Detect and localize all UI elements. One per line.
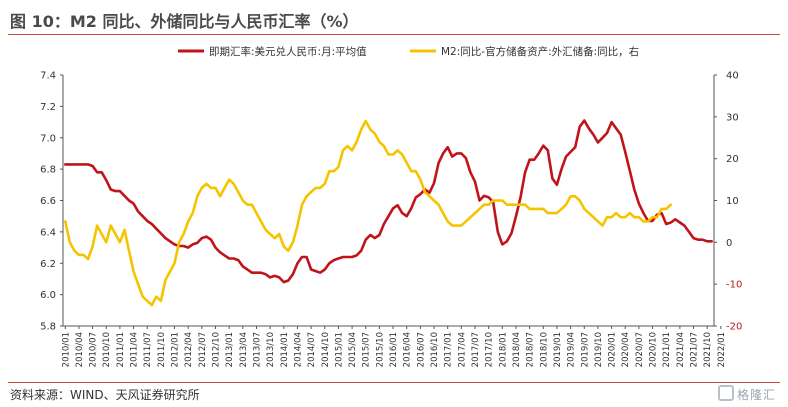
left-axis-tick-label: 6.2 bbox=[40, 259, 56, 270]
x-axis-tick-label: 2011/04 bbox=[130, 332, 140, 367]
x-axis-tick-label: 2020/04 bbox=[621, 332, 631, 367]
x-axis-tick-label: 2013/04 bbox=[239, 332, 249, 367]
x-axis-tick-label: 2019/01 bbox=[553, 332, 563, 367]
x-axis-tick-label: 2020/07 bbox=[635, 332, 645, 367]
right-axis-tick-label: -20 bbox=[726, 322, 742, 333]
x-axis-tick-label: 2015/07 bbox=[362, 332, 372, 367]
x-axis-tick-label: 2016/07 bbox=[416, 332, 426, 367]
right-axis-tick-label: -10 bbox=[726, 280, 742, 291]
x-axis-tick-label: 2010/07 bbox=[89, 332, 99, 367]
left-axis-tick-label: 6.6 bbox=[40, 196, 56, 207]
x-axis-tick-label: 2021/01 bbox=[662, 332, 672, 367]
x-axis-tick-label: 2017/04 bbox=[457, 332, 467, 367]
watermark: 格隆汇 bbox=[717, 385, 776, 403]
x-axis-tick-label: 2019/10 bbox=[594, 332, 604, 367]
x-axis-tick-label: 2018/07 bbox=[526, 332, 536, 367]
x-axis-tick-label: 2020/10 bbox=[649, 332, 659, 367]
x-axis-tick-label: 2017/07 bbox=[471, 332, 481, 367]
x-axis-tick-label: 2012/04 bbox=[184, 332, 194, 367]
x-axis-tick-label: 2018/01 bbox=[498, 332, 508, 367]
x-axis-tick-label: 2011/10 bbox=[157, 332, 167, 367]
x-axis-tick-label: 2016/10 bbox=[430, 332, 440, 367]
x-axis-tick-label: 2014/01 bbox=[280, 332, 290, 367]
x-axis-tick-label: 2019/07 bbox=[580, 332, 590, 367]
left-axis-tick-label: 6.8 bbox=[40, 165, 56, 176]
x-axis-tick-label: 2017/10 bbox=[485, 332, 495, 367]
x-axis-tick-label: 2017/01 bbox=[444, 332, 454, 367]
x-axis-tick-label: 2015/04 bbox=[348, 332, 358, 367]
left-axis-tick-label: 6.4 bbox=[40, 227, 56, 238]
left-axis-tick-label: 7.2 bbox=[40, 102, 56, 113]
x-axis-tick-label: 2016/01 bbox=[389, 332, 399, 367]
x-axis-tick-label: 2012/01 bbox=[171, 332, 181, 367]
legend-label: 即期汇率:美元兑人民币:月:平均值 bbox=[209, 45, 367, 58]
x-axis-tick-label: 2013/10 bbox=[266, 332, 276, 367]
watermark-logo-icon bbox=[717, 385, 734, 401]
x-axis-tick-label: 2022/01 bbox=[717, 332, 727, 367]
x-axis-tick-label: 2021/07 bbox=[690, 332, 700, 367]
x-axis-tick-label: 2013/01 bbox=[225, 332, 235, 367]
x-axis-tick-label: 2014/07 bbox=[307, 332, 317, 367]
x-axis-tick-label: 2015/10 bbox=[375, 332, 385, 367]
x-axis-tick-label: 2015/01 bbox=[334, 332, 344, 367]
watermark-text: 格隆汇 bbox=[736, 388, 776, 402]
left-axis-tick-label: 7.0 bbox=[40, 133, 56, 144]
right-axis-tick-label: 0 bbox=[726, 238, 732, 249]
footer-divider bbox=[8, 382, 780, 383]
x-axis-tick-label: 2016/04 bbox=[403, 332, 413, 367]
left-axis-tick-label: 7.4 bbox=[40, 71, 56, 82]
x-axis-tick-label: 2014/04 bbox=[293, 332, 303, 367]
m2-minus-reserves-series-line bbox=[64, 119, 673, 307]
right-axis-tick-label: 20 bbox=[726, 154, 739, 165]
x-axis-tick-label: 2014/10 bbox=[321, 332, 331, 367]
x-axis-tick-label: 2010/04 bbox=[75, 332, 85, 367]
right-axis-tick-label: 30 bbox=[726, 112, 739, 123]
legend-label: M2:同比-官方储备资产:外汇储备:同比，右 bbox=[441, 45, 639, 58]
chart-title: 图 10：M2 同比、外储同比与人民币汇率（%） bbox=[10, 12, 359, 31]
x-axis-tick-label: 2013/07 bbox=[252, 332, 262, 367]
x-axis-tick-label: 2018/10 bbox=[539, 332, 549, 367]
right-axis-tick-label: 10 bbox=[726, 196, 739, 207]
x-axis-tick-label: 2012/10 bbox=[212, 332, 222, 367]
x-axis-tick-label: 2010/10 bbox=[102, 332, 112, 367]
x-axis-tick-label: 2011/01 bbox=[116, 332, 126, 367]
x-axis-tick-label: 2018/04 bbox=[512, 332, 522, 367]
x-axis-tick-label: 2019/04 bbox=[567, 332, 577, 367]
right-axis-tick-label: 40 bbox=[726, 71, 739, 82]
x-axis-tick-label: 2010/01 bbox=[61, 332, 71, 367]
x-axis-tick-label: 2012/07 bbox=[198, 332, 208, 367]
source-note: 资料来源：WIND、天风证券研究所 bbox=[10, 388, 200, 402]
left-axis-tick-label: 5.8 bbox=[40, 322, 56, 333]
left-axis-tick-label: 6.0 bbox=[40, 290, 56, 301]
x-axis-tick-label: 2011/07 bbox=[143, 332, 153, 367]
x-axis-tick-label: 2021/10 bbox=[703, 332, 713, 367]
title-divider bbox=[8, 34, 780, 35]
x-axis-tick-label: 2021/04 bbox=[676, 332, 686, 367]
fx-rate-series-line bbox=[64, 119, 714, 284]
x-axis-tick-label: 2020/01 bbox=[608, 332, 618, 367]
